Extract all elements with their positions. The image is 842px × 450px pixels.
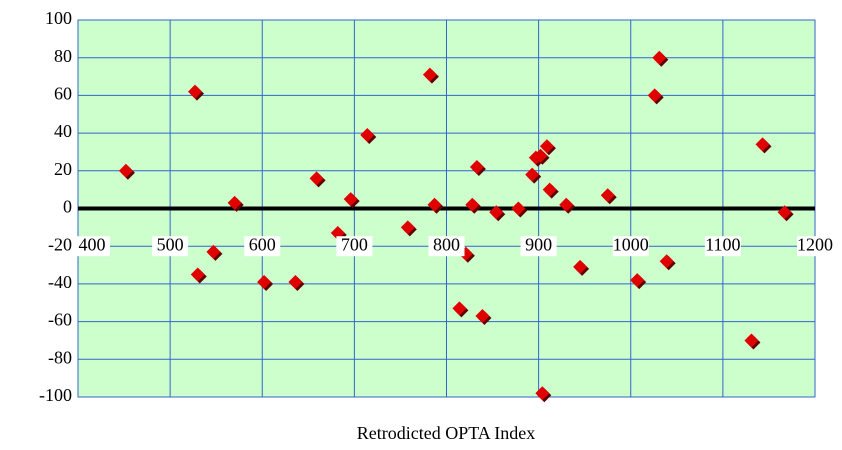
- y-tick-label: 0: [63, 197, 72, 217]
- x-tick-label: 500: [157, 234, 184, 254]
- marker: [600, 188, 615, 203]
- marker: [525, 167, 540, 182]
- marker: [400, 220, 415, 235]
- marker: [647, 88, 662, 103]
- x-tick-label-bg: [152, 236, 189, 257]
- x-tick-label-bg: [428, 236, 465, 257]
- marker: [777, 205, 792, 220]
- marker: [535, 386, 550, 401]
- marker: [539, 139, 554, 154]
- x-tick-label: 700: [341, 234, 368, 254]
- y-tick-label: 60: [54, 84, 72, 104]
- y-tick-label: -100: [39, 385, 72, 405]
- marker: [469, 160, 484, 175]
- y-tick-label: -20: [48, 234, 72, 254]
- x-axis-label: Retrodicted OPTA Index: [357, 423, 536, 443]
- marker: [309, 171, 324, 186]
- x-tick-label-bg: [704, 236, 741, 257]
- marker: [573, 259, 588, 274]
- x-tick-label: 400: [79, 234, 106, 254]
- y-tick-label: -60: [48, 310, 72, 330]
- marker: [755, 137, 770, 152]
- x-tick-label-bg: [797, 236, 833, 257]
- marker: [452, 301, 467, 316]
- marker: [559, 197, 574, 212]
- x-tick-label-bg: [336, 236, 373, 257]
- marker: [489, 205, 504, 220]
- x-tick-label: 800: [433, 234, 460, 254]
- marker: [475, 308, 490, 323]
- marker: [257, 275, 272, 290]
- marker: [744, 333, 759, 348]
- marker: [542, 182, 557, 197]
- marker: [288, 275, 303, 290]
- x-tick-label: 1100: [705, 234, 740, 254]
- x-tick-label-bg: [244, 236, 281, 257]
- marker: [360, 127, 375, 142]
- y-tick-label: 80: [54, 46, 72, 66]
- marker: [190, 267, 205, 282]
- marker: [465, 197, 480, 212]
- y-tick-label: -40: [48, 272, 72, 292]
- y-tick-label: 100: [45, 8, 72, 28]
- marker: [187, 84, 202, 99]
- marker: [659, 254, 674, 269]
- marker: [422, 67, 437, 82]
- marker: [652, 50, 667, 65]
- marker: [227, 195, 242, 210]
- marker: [533, 148, 548, 163]
- y-tick-label: 20: [54, 159, 72, 179]
- x-tick-label: 1000: [613, 234, 649, 254]
- marker: [427, 197, 442, 212]
- x-tick-label-bg: [74, 236, 110, 257]
- y-tick-label: 40: [54, 121, 72, 141]
- x-tick-label: 1200: [797, 234, 833, 254]
- x-tick-label-bg: [520, 236, 557, 257]
- marker: [206, 244, 221, 259]
- x-tick-label: 600: [249, 234, 276, 254]
- y-tick-label: -80: [48, 347, 72, 367]
- marker: [511, 201, 526, 216]
- marker: [630, 273, 645, 288]
- marker: [118, 163, 133, 178]
- x-tick-label-bg: [612, 236, 649, 257]
- marker: [343, 192, 358, 207]
- x-tick-label: 900: [525, 234, 552, 254]
